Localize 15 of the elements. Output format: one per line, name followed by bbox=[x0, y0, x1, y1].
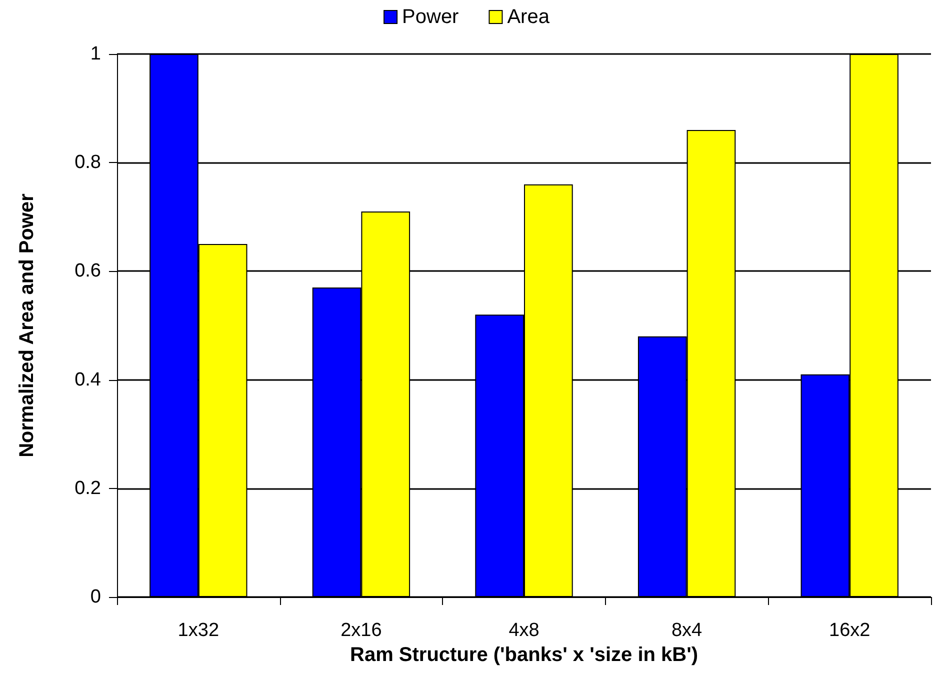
x-axis-title: Ram Structure ('banks' x 'size in kB') bbox=[350, 644, 698, 666]
y-tick-label: 1 bbox=[90, 44, 101, 64]
y-tick-label: 0.4 bbox=[74, 369, 102, 390]
x-tick-label: 1x32 bbox=[178, 620, 219, 641]
x-tick-label: 2x16 bbox=[340, 620, 382, 641]
y-tick-label: 0.8 bbox=[74, 152, 101, 174]
x-tick-label: 4x8 bbox=[508, 620, 540, 641]
x-tick-label: 16x2 bbox=[829, 620, 870, 641]
y-axis-title: Normalized Area and Power bbox=[16, 193, 38, 458]
y-tick-label: 0.6 bbox=[74, 260, 101, 282]
legend-label: Area bbox=[507, 6, 550, 28]
legend-label: Power bbox=[402, 6, 460, 28]
y-tick-label: 0 bbox=[90, 586, 101, 608]
y-tick-label: 0.2 bbox=[74, 478, 101, 499]
x-tick-label: 8x4 bbox=[671, 620, 703, 641]
